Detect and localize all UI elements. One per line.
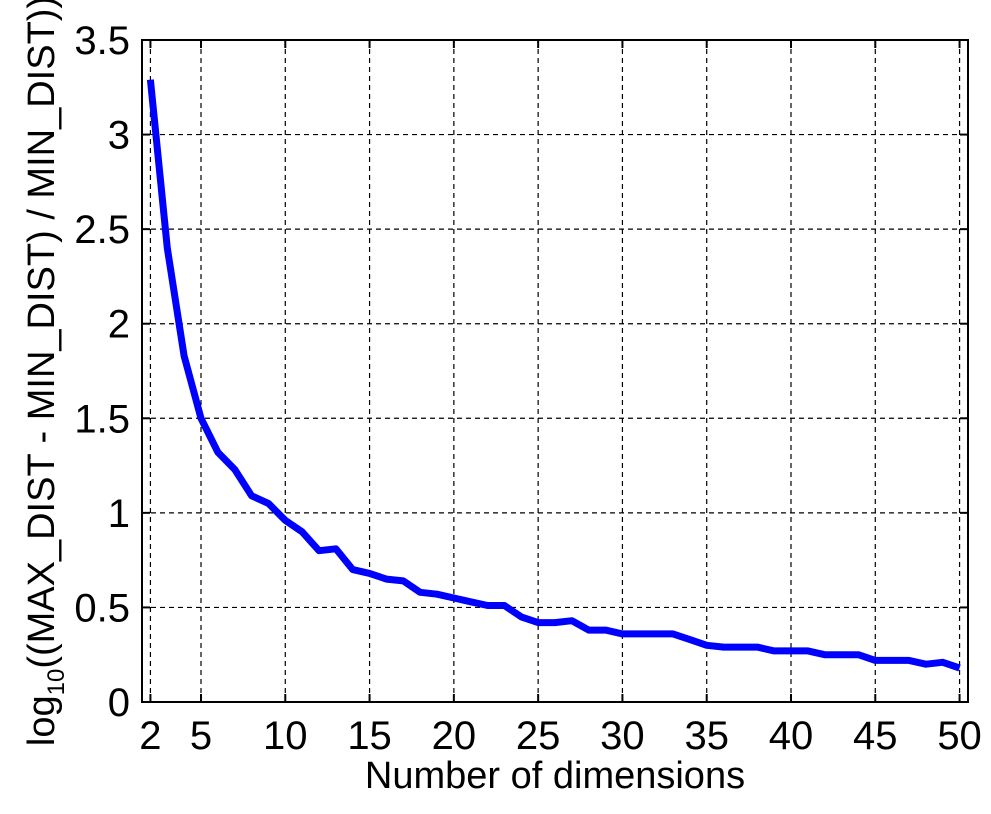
- plot-background: [142, 40, 968, 702]
- y-axis-label: log10((MAX_DIST - MIN_DIST) / MIN_DIST)): [21, 0, 70, 746]
- y-tick-label: 2: [108, 303, 130, 347]
- x-tick-label: 40: [769, 714, 814, 758]
- x-tick-label: 25: [516, 714, 561, 758]
- x-tick-label: 30: [600, 714, 645, 758]
- plot-frame: [141, 39, 969, 703]
- x-tick-label: 35: [684, 714, 729, 758]
- x-tick-label: 10: [263, 714, 308, 758]
- x-tick-label: 5: [190, 714, 212, 758]
- grid-lines: [142, 40, 968, 702]
- x-tick-label: 45: [853, 714, 898, 758]
- axis-ticks: [142, 39, 968, 703]
- y-tick-label: 1.5: [74, 397, 130, 441]
- y-tick-label: 3: [108, 114, 130, 158]
- x-tick-label: 2: [139, 714, 161, 758]
- x-tick-labels: 2 5 10 15 20 25 30 35 40 45 50: [139, 714, 982, 758]
- y-axis-label-log: log: [21, 695, 63, 746]
- series-line: [146, 79, 961, 672]
- x-tick-label: 15: [347, 714, 392, 758]
- y-tick-label: 3.5: [74, 19, 130, 63]
- series-group: [146, 79, 961, 672]
- y-axis-label-rest: ((MAX_DIST - MIN_DIST) / MIN_DIST)): [21, 0, 63, 669]
- y-tick-label: 0.5: [74, 586, 130, 630]
- y-tick-labels: 0 0.5 1 1.5 2 2.5 3 3.5: [74, 19, 130, 725]
- y-tick-label: 2.5: [74, 208, 130, 252]
- y-tick-label: 0: [108, 681, 130, 725]
- x-tick-label: 20: [432, 714, 477, 758]
- y-axis-label-subscript: 10: [43, 669, 70, 696]
- x-tick-label: 50: [937, 714, 982, 758]
- y-tick-label: 1: [108, 492, 130, 536]
- x-axis-label: Number of dimensions: [365, 755, 745, 797]
